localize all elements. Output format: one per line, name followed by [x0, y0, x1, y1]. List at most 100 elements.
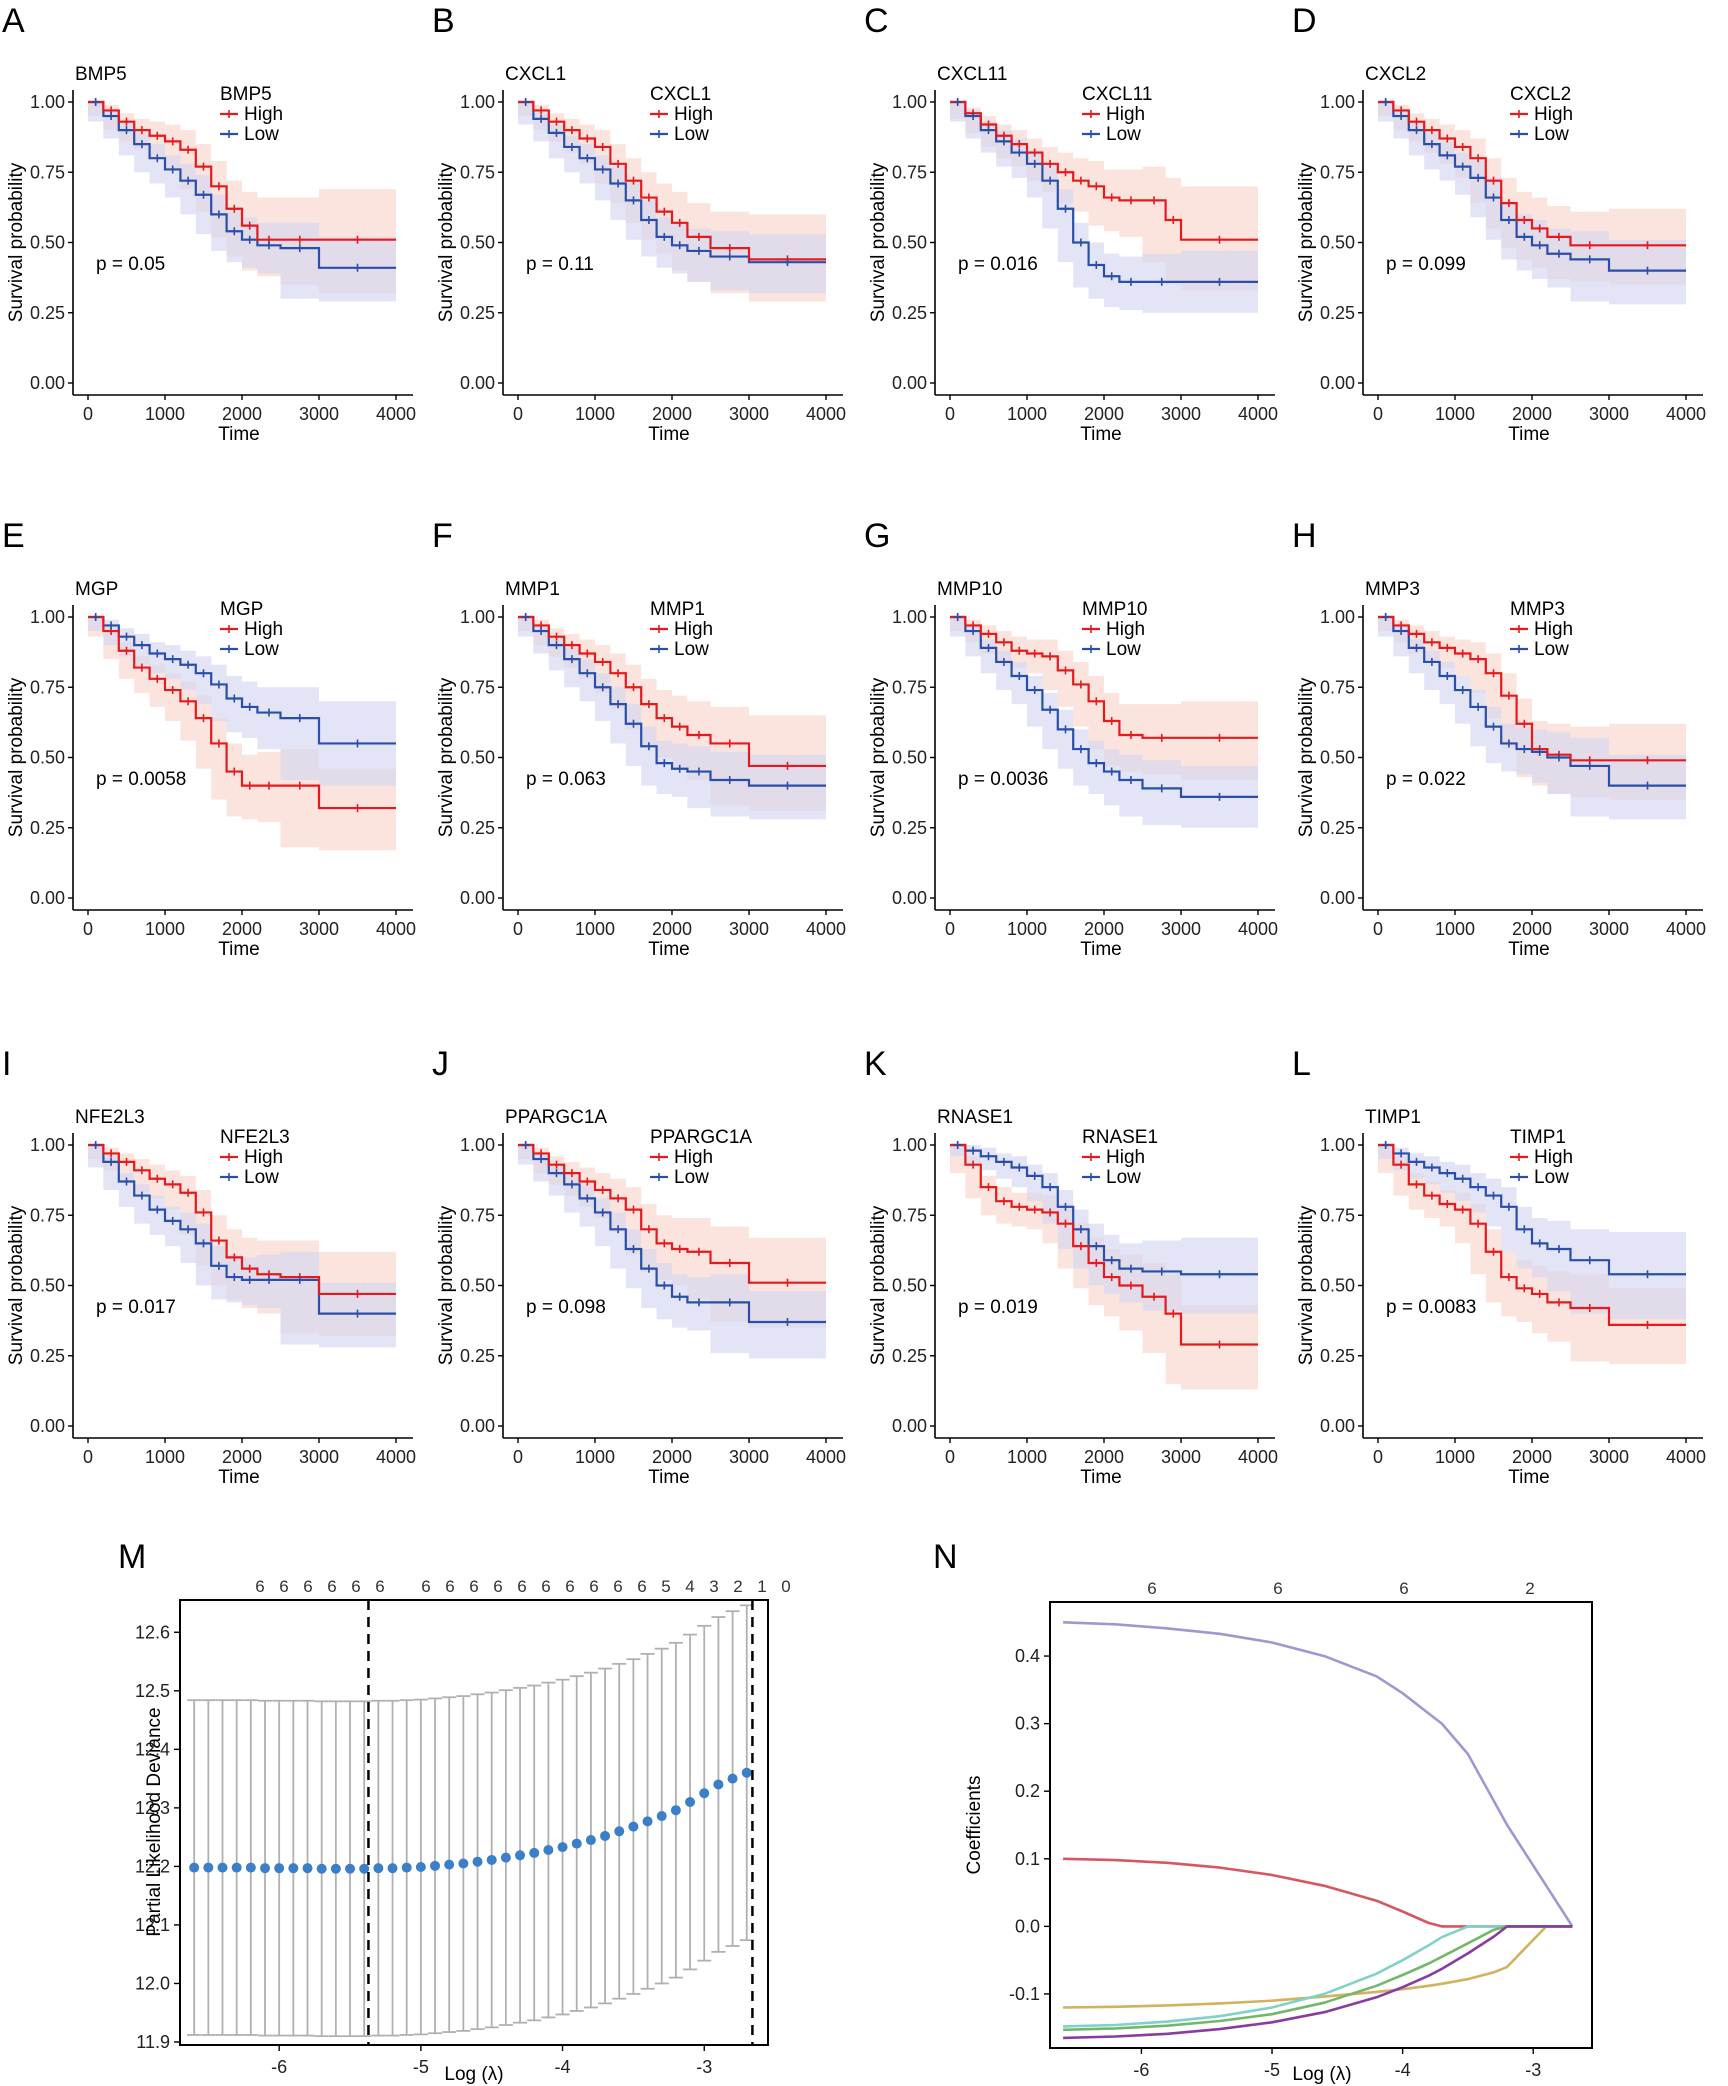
deviance-point	[699, 1788, 710, 1799]
y-axis-title: Survival probability	[6, 1205, 27, 1365]
panel-gene-title: PPARGC1A	[505, 1107, 607, 1128]
x-tick-label: -4	[555, 2057, 571, 2077]
p-value-text: p = 0.019	[958, 1297, 1038, 1318]
legend-mark-low	[1515, 645, 1523, 653]
km-panel-mgp: E MGP 0.00 0.25 0.50 0.75 1.00 0 1000 2000 3000 400…	[2, 517, 416, 960]
p-value-text: p = 0.11	[526, 254, 594, 275]
censor-mark-high	[230, 767, 239, 776]
panel-letter: H	[1292, 517, 1317, 555]
y-tick-label: 0.00	[1320, 373, 1355, 393]
censor-mark-low	[1504, 216, 1513, 225]
censor-mark-low	[644, 216, 653, 225]
censor-mark-low	[1076, 745, 1085, 754]
y-tick-label: 1.00	[30, 607, 65, 627]
censor-mark-low	[122, 1177, 131, 1186]
legend-label-high: High	[244, 1147, 283, 1168]
censor-mark-low	[953, 98, 962, 106]
ci-band-low	[950, 1145, 1258, 1314]
censor-mark-high	[552, 117, 561, 126]
panel-letter: K	[864, 1045, 887, 1083]
x-axis-title: Time	[648, 424, 690, 445]
deviance-point	[515, 1850, 526, 1861]
censor-mark-low	[1520, 1225, 1529, 1234]
top-count-label: 6	[421, 1577, 430, 1596]
censor-mark-low	[598, 165, 607, 174]
legend-label-high: High	[674, 1147, 713, 1168]
y-tick-label: 11.9	[136, 2032, 170, 2052]
deviance-point	[302, 1863, 313, 1874]
censor-mark-high	[1126, 196, 1135, 205]
deviance-point	[245, 1862, 256, 1873]
censor-mark-low	[1157, 1267, 1166, 1276]
x-tick-label: 4000	[1238, 1447, 1278, 1467]
deviance-point	[486, 1854, 497, 1865]
top-count-label: 4	[685, 1577, 694, 1596]
p-value-text: p = 0.016	[958, 254, 1038, 275]
y-tick-label: 0.50	[1320, 748, 1355, 768]
legend-mark-high	[1087, 1153, 1095, 1161]
censor-mark-high	[122, 117, 131, 126]
censor-mark-low	[1076, 238, 1085, 247]
x-tick-label: 4000	[376, 404, 416, 424]
censor-mark-low	[984, 126, 993, 135]
legend-label-high: High	[1106, 1147, 1145, 1168]
legend-title: CXCL11	[1082, 84, 1152, 105]
censor-mark-low	[1585, 1256, 1594, 1265]
censor-mark-high	[1015, 1202, 1024, 1211]
legend-mark-low	[655, 130, 663, 138]
censor-mark-low	[1427, 1163, 1436, 1172]
censor-mark-low	[353, 739, 362, 748]
x-tick-label: 1000	[1435, 919, 1475, 939]
deviance-point	[444, 1859, 455, 1870]
censor-mark-high	[614, 159, 623, 168]
deviance-point	[217, 1862, 228, 1873]
censor-mark-low	[245, 702, 254, 711]
censor-mark-low	[552, 641, 561, 650]
y-tick-label: 0.75	[30, 1205, 65, 1225]
x-tick-label: 4000	[1666, 404, 1706, 424]
censor-mark-low	[1061, 1202, 1070, 1211]
y-tick-label: 1.00	[460, 92, 495, 112]
censor-mark-low	[694, 767, 703, 776]
y-axis-title: Survival probability	[1296, 1205, 1317, 1365]
x-tick-label: 1000	[575, 404, 615, 424]
deviance-point	[345, 1863, 356, 1874]
censor-mark-low	[168, 165, 177, 174]
censor-mark-low	[783, 1318, 792, 1327]
deviance-point	[189, 1862, 200, 1873]
censor-mark-high	[660, 714, 669, 723]
censor-mark-low	[1554, 1244, 1563, 1253]
censor-mark-high	[295, 781, 304, 790]
censor-mark-low	[1412, 126, 1421, 135]
y-tick-label: -0.1	[1009, 1984, 1040, 2004]
censor-mark-high	[629, 683, 638, 692]
censor-mark-low	[1427, 657, 1436, 666]
censor-mark-high	[245, 1264, 254, 1273]
x-tick-label: 1000	[1007, 919, 1047, 939]
censor-mark-low	[1126, 1264, 1135, 1273]
x-tick-label: -5	[1264, 2060, 1280, 2080]
p-value-text: p = 0.098	[526, 1297, 606, 1318]
panel-letter: N	[933, 1538, 958, 1576]
censor-mark-low	[675, 1292, 684, 1301]
p-value-text: p = 0.05	[96, 254, 165, 275]
censor-mark-high	[694, 232, 703, 241]
top-count-label: 6	[613, 1577, 622, 1596]
censor-mark-high	[1169, 1309, 1178, 1318]
censor-mark-low	[629, 196, 638, 205]
legend-mark-low	[1087, 1173, 1095, 1181]
censor-mark-low	[969, 627, 978, 636]
legend-mark-low	[1515, 130, 1523, 138]
censor-mark-high	[153, 674, 162, 683]
censor-mark-high	[984, 1183, 993, 1192]
x-axis-title: Time	[1080, 1467, 1122, 1488]
legend-title: MMP3	[1510, 599, 1565, 620]
y-tick-label: 0.00	[460, 888, 495, 908]
censor-mark-high	[1412, 1180, 1421, 1189]
y-axis-title: Survival probability	[6, 162, 27, 322]
y-tick-label: 0.50	[892, 233, 927, 253]
censor-mark-high	[1150, 1292, 1159, 1301]
censor-mark-low	[1092, 1242, 1101, 1251]
y-tick-label: 1.00	[1320, 92, 1355, 112]
y-tick-label: 0.25	[1320, 1346, 1355, 1366]
